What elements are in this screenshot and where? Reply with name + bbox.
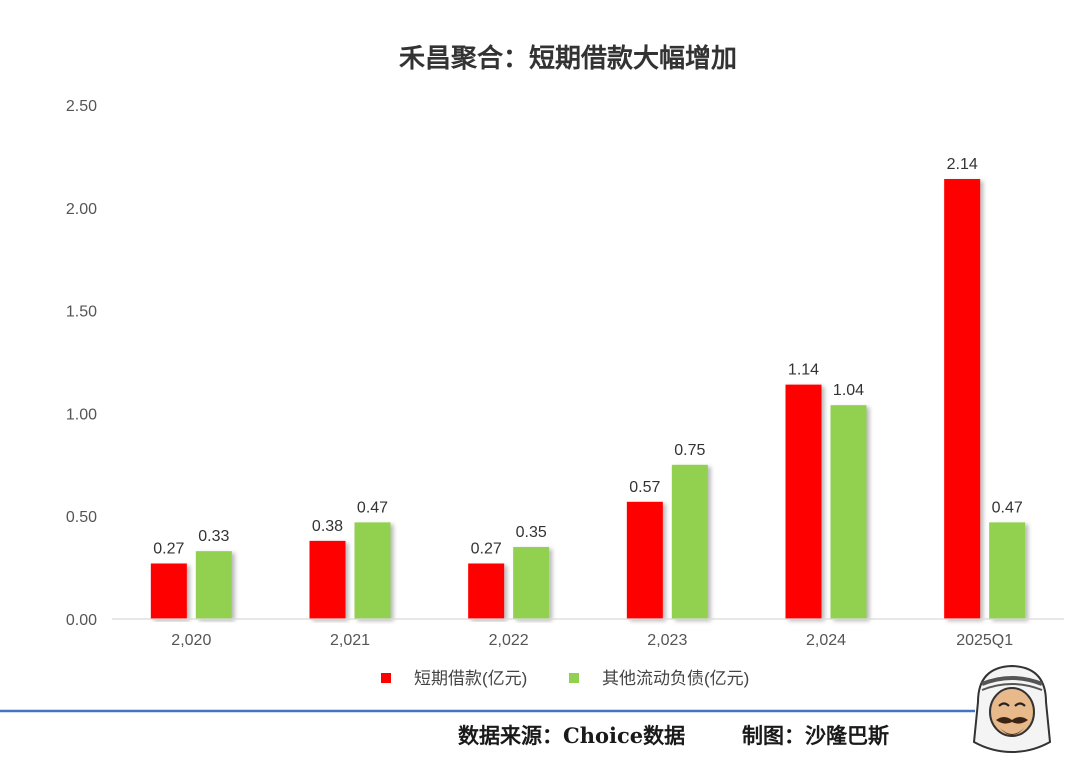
data-label: 0.75 [674,442,705,459]
data-label: 0.27 [471,540,502,557]
x-tick-label: 2,024 [806,632,846,649]
bar [468,563,505,619]
data-label: 0.27 [153,540,184,557]
mascot-logo-icon [972,664,1052,754]
data-label: 2.14 [947,156,978,173]
bar [626,501,663,619]
y-tick-label: 1.50 [66,304,97,321]
legend-swatch [569,673,579,683]
bar [989,522,1026,619]
bar [309,540,346,619]
y-tick-label: 2.00 [66,201,97,218]
x-tick-label: 2,020 [171,632,211,649]
bar [830,405,867,619]
y-tick-label: 0.00 [66,612,97,629]
x-tick-label: 2,022 [489,632,529,649]
footer-source: 数据来源：Choice数据 [458,723,685,748]
bar [785,384,822,619]
footer-credit: 制图：沙隆巴斯 [742,723,889,748]
data-label: 0.47 [357,499,388,516]
data-label: 0.57 [629,479,660,496]
data-label: 1.04 [833,382,864,399]
y-axis: 0.00 0.50 1.00 1.50 2.00 2.50 [66,98,97,629]
x-axis: 2,020 2,021 2,022 2,023 2,024 2025Q1 [112,618,1064,649]
legend-label: 短期借款(亿元) [414,669,527,688]
x-tick-label: 2,021 [330,632,370,649]
data-label: 0.33 [198,528,229,545]
data-label: 0.35 [516,524,547,541]
legend: 短期借款(亿元) 其他流动负债(亿元) [381,669,749,688]
bar [150,563,187,619]
bar [513,547,550,619]
y-tick-label: 0.50 [66,509,97,526]
bar [195,551,232,619]
chart-title: 禾昌聚合：短期借款大幅增加 [399,43,737,74]
data-label: 0.47 [992,499,1023,516]
legend-swatch [381,673,391,683]
x-tick-label: 2025Q1 [956,632,1013,649]
y-tick-label: 2.50 [66,98,97,115]
bar [354,522,391,619]
plot-area: 0.27 0.33 0.38 0.47 0.27 0.35 0.57 0.75 1.14 1.04… [150,156,1026,620]
bar [671,464,708,619]
y-tick-label: 1.00 [66,406,97,423]
legend-label: 其他流动负债(亿元) [602,669,749,688]
data-label: 1.14 [788,362,819,379]
bar [944,179,981,620]
x-tick-label: 2,023 [647,632,687,649]
data-label: 0.38 [312,518,343,535]
